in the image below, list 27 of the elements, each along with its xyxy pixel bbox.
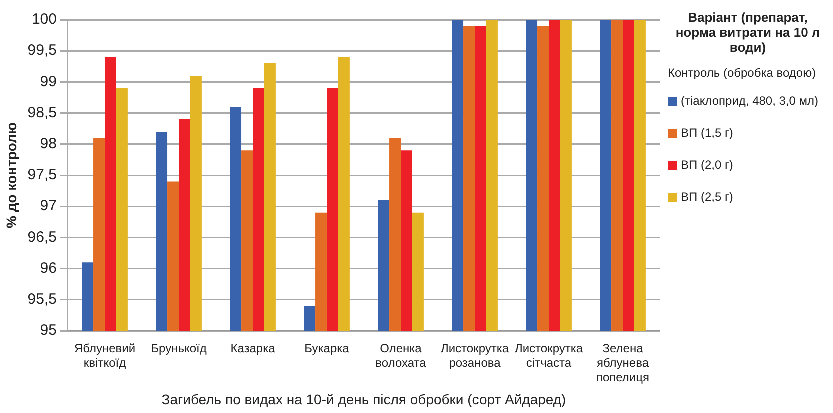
y-tick-label: 97: [40, 198, 57, 215]
x-tick-label: Зелена яблунева попелиця: [596, 342, 650, 384]
y-tick-label: 99: [40, 73, 57, 90]
legend-label: ВП (2,0 г): [681, 157, 734, 173]
x-tick-label: Оленка волохата: [376, 342, 427, 370]
x-tick-label: Яблуневий квіткоїд: [74, 342, 136, 370]
x-axis-title: Загибель по видах на 10-й день після обробки (сорт Айдаред): [162, 391, 566, 408]
text: Контроль (обробка водою): [668, 65, 818, 81]
y-tick-label: 98: [40, 136, 57, 153]
legend-label: ВП (1,5 г): [681, 125, 734, 141]
x-tick-label: Казарка: [230, 342, 276, 356]
legend-label: ВП (2,5 г): [681, 189, 734, 205]
x-tick-label: Листокрутка розанова: [440, 342, 510, 370]
legend-title: Варіант (препарат, норма витрати на 10 л води): [674, 10, 822, 55]
legend-label: (тіаклоприд, 480, 3,0 мл): [681, 93, 819, 109]
y-tick-label: 96: [40, 260, 57, 277]
y-tick-label: 95,5: [28, 291, 57, 308]
y-tick-label: 100: [32, 11, 57, 28]
y-tick-label: 95: [40, 322, 57, 340]
y-tick-label: 99,5: [28, 42, 57, 60]
y-axis-title: % до контролю: [3, 122, 20, 228]
y-tick-label: 98,5: [28, 104, 57, 122]
x-tick-label: Листокрутка сітчаста: [514, 342, 584, 370]
x-tick-label: Букарка: [304, 342, 350, 356]
x-tick-label: Брунькоїд: [151, 342, 207, 356]
y-tick-label: 97,5: [28, 166, 57, 184]
y-tick-label: 96,5: [28, 228, 57, 246]
